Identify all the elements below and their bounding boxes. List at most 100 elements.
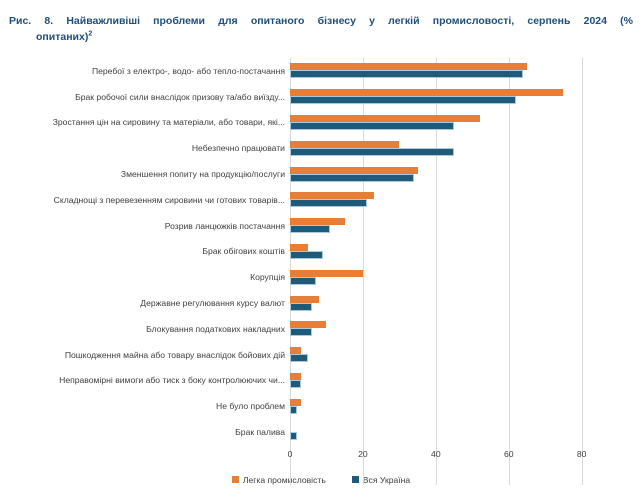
bar-cell — [290, 187, 640, 213]
category-label: Пошкодження майна або товару внаслідок б… — [64, 349, 285, 360]
bar-light-industry — [290, 269, 363, 277]
gridline — [362, 58, 364, 485]
bar-all-ukraine — [290, 199, 367, 208]
bar-row: Зменшення попиту на продукцію/послуги — [0, 161, 642, 187]
bar-light-industry — [290, 140, 400, 148]
bar-all-ukraine — [290, 250, 323, 259]
bar-row: Корупція — [0, 264, 642, 290]
bar-row: Блокування податкових накладних — [0, 316, 642, 342]
bar-all-ukraine — [290, 302, 312, 311]
bar-cell — [290, 84, 640, 110]
bar-cell — [290, 393, 640, 419]
x-tickmark — [508, 444, 510, 449]
bar-all-ukraine — [290, 431, 298, 440]
bar-light-industry — [290, 243, 309, 251]
x-tick-label: 40 — [431, 448, 441, 459]
bar-all-ukraine — [290, 121, 455, 130]
bar-all-ukraine — [290, 379, 301, 388]
legend-item-light-industry: Легка промисловість — [231, 474, 326, 485]
legend-swatch-light-industry — [231, 476, 239, 484]
bar-light-industry — [290, 63, 527, 71]
gridline — [435, 58, 437, 485]
x-tickmark — [290, 444, 291, 449]
figure-title-footnote-marker: 2 — [88, 30, 93, 38]
bar-all-ukraine — [290, 354, 309, 363]
category-label: Не було проблем — [216, 401, 285, 412]
x-tickmark — [435, 444, 437, 449]
x-tick-label: 80 — [576, 448, 587, 459]
gridline — [508, 58, 510, 485]
bar-cell — [290, 58, 640, 84]
legend-label: Вся Україна — [362, 474, 411, 485]
category-label: Зростання цін на сировину та матеріали, … — [52, 117, 285, 128]
bar-row: Неправомірні вимоги або тиск з боку конт… — [0, 368, 642, 394]
bar-row: Державне регулювання курсу валют — [0, 290, 642, 316]
bar-row: Перебої з електро-, водо- або тепло-пост… — [0, 58, 642, 84]
bar-chart: Перебої з електро-, водо- або тепло-пост… — [0, 58, 642, 485]
bar-light-industry — [290, 166, 418, 174]
category-label: Розрив ланцюжків постачання — [164, 220, 285, 231]
legend: Легка промисловість Вся Україна — [0, 475, 642, 485]
figure-title-line1: Рис. 8. Найважливіші проблеми для опитан… — [9, 15, 633, 27]
bar-row: Складнощі з перевезенням сировини чи гот… — [0, 187, 642, 213]
bar-cell — [290, 368, 640, 394]
bar-all-ukraine — [290, 96, 517, 105]
bar-row: Пошкодження майна або товару внаслідок б… — [0, 342, 642, 368]
bar-cell — [290, 213, 640, 239]
bar-all-ukraine — [290, 405, 298, 414]
bar-light-industry — [290, 295, 320, 303]
category-label: Небезпечно працювати — [191, 143, 285, 154]
category-label: Неправомірні вимоги або тиск з боку конт… — [59, 375, 285, 386]
bar-rows: Перебої з електро-, водо- або тепло-пост… — [0, 58, 642, 445]
bar-light-industry — [290, 321, 327, 329]
bar-all-ukraine — [290, 328, 312, 337]
bar-light-industry — [290, 89, 564, 97]
legend-item-all-ukraine: Вся Україна — [351, 474, 411, 485]
category-label: Брак палива — [235, 427, 285, 438]
category-label: Блокування податкових накладних — [146, 323, 285, 334]
bar-light-industry — [290, 347, 301, 355]
figure-title-line2: опитаних)2 — [9, 29, 633, 45]
legend-label: Легка промисловість — [242, 474, 326, 485]
bar-row: Небезпечно працювати — [0, 135, 642, 161]
x-tickmark — [362, 444, 364, 449]
category-label: Брак робочої сили внаслідок призову та/а… — [75, 91, 285, 102]
category-label: Складнощі з перевезенням сировини чи гот… — [53, 194, 285, 205]
figure-title: Рис. 8. Найважливіші проблеми для опитан… — [0, 0, 642, 45]
category-label: Перебої з електро-, водо- або тепло-пост… — [91, 65, 285, 76]
category-label: Зменшення попиту на продукцію/послуги — [120, 169, 285, 180]
bar-light-industry — [290, 192, 374, 200]
bar-row: Брак обігових коштів — [0, 239, 642, 265]
bar-cell — [290, 264, 640, 290]
bar-light-industry — [290, 218, 345, 226]
category-label: Брак обігових коштів — [202, 246, 285, 257]
category-label: Державне регулювання курсу валют — [140, 298, 285, 309]
legend-swatch-all-ukraine — [351, 476, 359, 484]
x-tick-label: 60 — [503, 448, 514, 459]
bar-all-ukraine — [290, 70, 524, 79]
bar-row: Зростання цін на сировину та матеріали, … — [0, 110, 642, 136]
bar-cell — [290, 342, 640, 368]
bar-cell — [290, 110, 640, 136]
bar-row: Брак палива — [0, 419, 642, 445]
category-label: Корупція — [250, 272, 285, 283]
bar-row: Розрив ланцюжків постачання — [0, 213, 642, 239]
x-axis: 0 20 40 60 80 — [287, 444, 640, 463]
bar-row: Не було проблем — [0, 393, 642, 419]
bar-all-ukraine — [290, 147, 455, 156]
gridline — [581, 58, 583, 485]
bar-cell — [290, 161, 640, 187]
bar-light-industry — [290, 372, 301, 380]
bar-light-industry — [290, 114, 480, 122]
bar-cell — [290, 135, 640, 161]
x-tick-label: 0 — [287, 448, 293, 459]
bar-all-ukraine — [290, 173, 414, 182]
bar-all-ukraine — [290, 276, 316, 285]
bar-light-industry — [290, 398, 301, 406]
x-tickmark — [581, 444, 583, 449]
bar-row: Брак робочої сили внаслідок призову та/а… — [0, 84, 642, 110]
figure-title-line2-text: опитаних) — [36, 31, 89, 43]
bar-all-ukraine — [290, 225, 331, 234]
bar-cell — [290, 290, 640, 316]
bar-cell — [290, 419, 640, 445]
